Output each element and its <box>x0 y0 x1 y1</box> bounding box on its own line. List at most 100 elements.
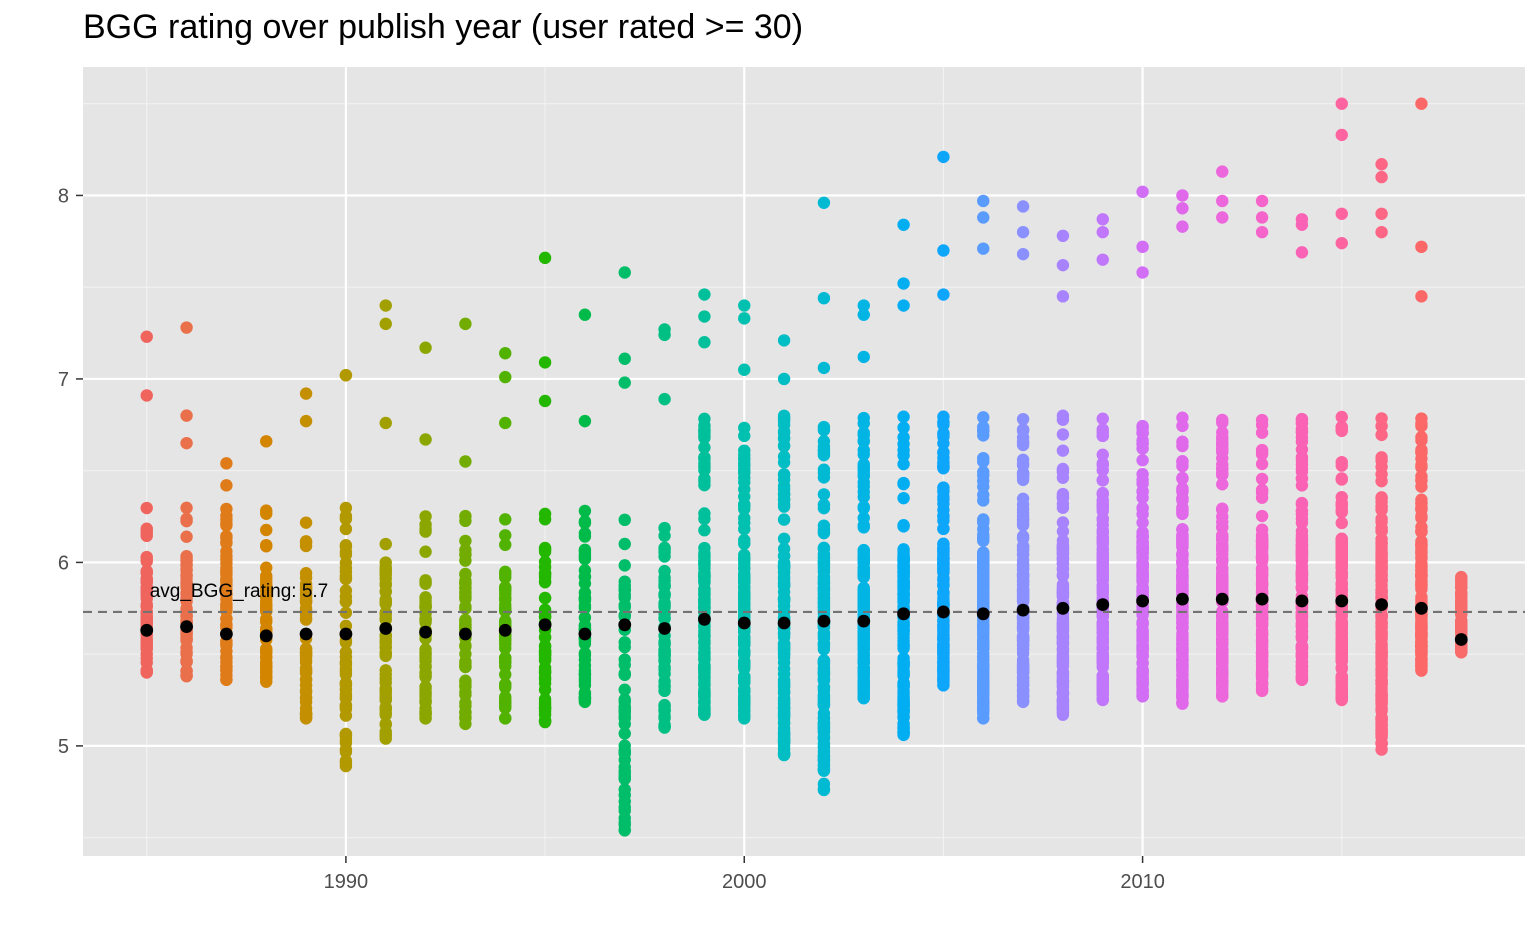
data-point <box>1335 650 1348 663</box>
data-points <box>140 97 1468 837</box>
data-point <box>1335 97 1348 110</box>
data-point <box>1096 549 1109 563</box>
data-point <box>538 701 552 715</box>
data-point <box>578 414 592 428</box>
data-point <box>658 546 671 559</box>
data-point <box>1375 474 1388 488</box>
data-point <box>618 266 631 279</box>
yearly-average-point <box>777 616 791 630</box>
data-point <box>817 498 831 511</box>
data-point <box>1335 207 1348 220</box>
data-point <box>897 655 910 668</box>
data-point <box>937 493 950 506</box>
data-point <box>1375 566 1388 580</box>
data-point <box>1255 523 1269 536</box>
data-point <box>1295 479 1309 492</box>
data-point <box>1136 442 1149 455</box>
data-point <box>777 570 791 584</box>
data-point <box>538 648 552 661</box>
data-point <box>1255 546 1269 560</box>
data-point <box>260 671 273 685</box>
data-point <box>220 612 233 625</box>
data-point <box>777 747 791 760</box>
data-point <box>1216 416 1229 429</box>
data-point <box>618 658 631 672</box>
data-point <box>1176 189 1189 202</box>
data-point <box>220 513 233 526</box>
data-point <box>1056 635 1070 648</box>
data-point <box>1096 448 1109 461</box>
data-point <box>977 624 990 637</box>
data-point <box>379 537 392 551</box>
data-point <box>220 673 233 686</box>
data-point <box>299 684 313 697</box>
data-point <box>499 635 512 648</box>
data-point <box>140 501 153 515</box>
data-point <box>1255 225 1269 239</box>
data-point <box>1216 643 1229 656</box>
data-point <box>817 730 831 743</box>
data-point <box>1056 489 1070 503</box>
data-point <box>777 559 791 573</box>
data-point <box>1216 503 1229 516</box>
data-point <box>1056 563 1070 576</box>
data-point <box>618 727 631 740</box>
data-point <box>618 559 631 572</box>
data-point <box>1295 516 1309 530</box>
data-point <box>499 513 512 526</box>
data-point <box>897 638 910 652</box>
data-point <box>1176 537 1189 551</box>
data-point <box>698 572 711 585</box>
data-point <box>897 449 910 462</box>
x-tick-label: 2010 <box>1120 871 1165 893</box>
data-point <box>578 611 592 624</box>
data-point <box>1216 165 1229 178</box>
data-point <box>1415 537 1428 551</box>
data-point <box>419 708 432 721</box>
data-point <box>459 514 472 528</box>
data-point <box>1136 685 1149 699</box>
data-point <box>1375 537 1388 550</box>
y-tick-label: 7 <box>58 369 69 391</box>
data-point <box>738 591 751 604</box>
data-point <box>817 721 831 734</box>
data-point <box>658 328 671 342</box>
data-point <box>897 299 910 312</box>
data-point <box>339 540 353 553</box>
data-point <box>1415 660 1428 673</box>
data-point <box>1056 516 1070 529</box>
data-point <box>1295 465 1309 478</box>
data-point <box>618 753 631 767</box>
data-point <box>738 562 751 576</box>
data-point <box>1216 624 1229 637</box>
data-point <box>1375 419 1388 433</box>
data-point <box>977 514 990 527</box>
data-point <box>459 680 472 694</box>
data-point <box>1136 240 1149 254</box>
data-point <box>738 670 751 683</box>
data-point <box>538 251 552 265</box>
data-point <box>977 548 990 561</box>
data-point <box>1016 225 1030 239</box>
data-point <box>1016 412 1030 426</box>
data-point <box>1255 610 1269 623</box>
data-point <box>857 675 870 689</box>
data-point <box>937 481 950 494</box>
data-point <box>1136 603 1149 617</box>
data-point <box>1415 583 1428 596</box>
data-point <box>857 500 870 514</box>
data-point <box>1375 723 1388 736</box>
data-point <box>1255 509 1269 523</box>
data-point <box>977 494 990 507</box>
data-point <box>379 299 392 312</box>
data-point <box>1455 616 1468 630</box>
data-point <box>937 446 950 460</box>
data-point <box>1255 577 1269 591</box>
data-point <box>499 529 512 542</box>
data-point <box>1096 253 1109 266</box>
data-point <box>220 529 233 543</box>
data-point <box>937 632 950 645</box>
data-point <box>1176 653 1189 666</box>
data-point <box>260 578 273 591</box>
data-point <box>698 524 711 537</box>
